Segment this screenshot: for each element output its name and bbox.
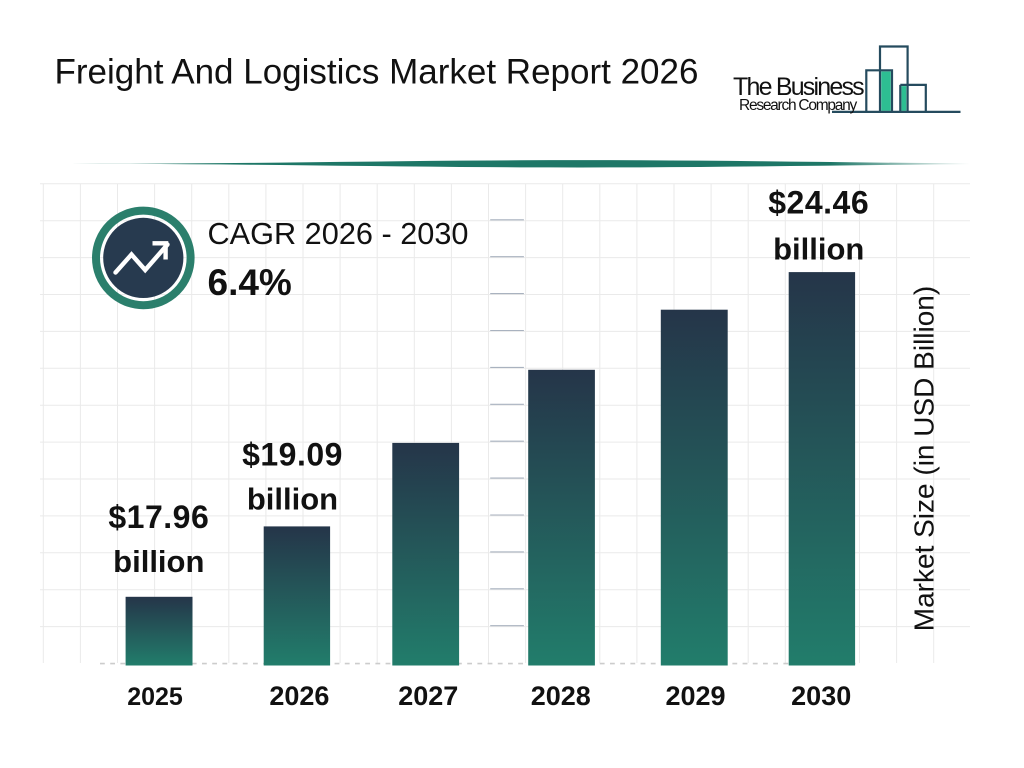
svg-text:The Business: The Business: [733, 73, 864, 101]
svg-text:2030: 2030: [791, 681, 851, 711]
svg-text:CAGR 2026 - 2030: CAGR 2026 - 2030: [208, 216, 469, 251]
svg-text:2025: 2025: [127, 683, 183, 711]
svg-text:Market Size (in USD Billion): Market Size (in USD Billion): [909, 286, 940, 631]
svg-text:Research Company: Research Company: [739, 97, 857, 114]
svg-text:billion: billion: [773, 231, 864, 266]
svg-text:$24.46: $24.46: [768, 185, 869, 221]
svg-text:billion: billion: [247, 482, 338, 517]
svg-text:2028: 2028: [531, 681, 591, 711]
svg-text:2027: 2027: [398, 681, 458, 711]
svg-text:2029: 2029: [665, 681, 725, 711]
svg-text:$17.96: $17.96: [108, 499, 209, 535]
svg-text:Freight And Logistics Market R: Freight And Logistics Market Report 2026: [55, 52, 699, 91]
svg-text:2026: 2026: [269, 681, 329, 711]
svg-text:6.4%: 6.4%: [208, 262, 292, 303]
svg-text:billion: billion: [113, 544, 204, 579]
svg-text:$19.09: $19.09: [242, 436, 343, 472]
